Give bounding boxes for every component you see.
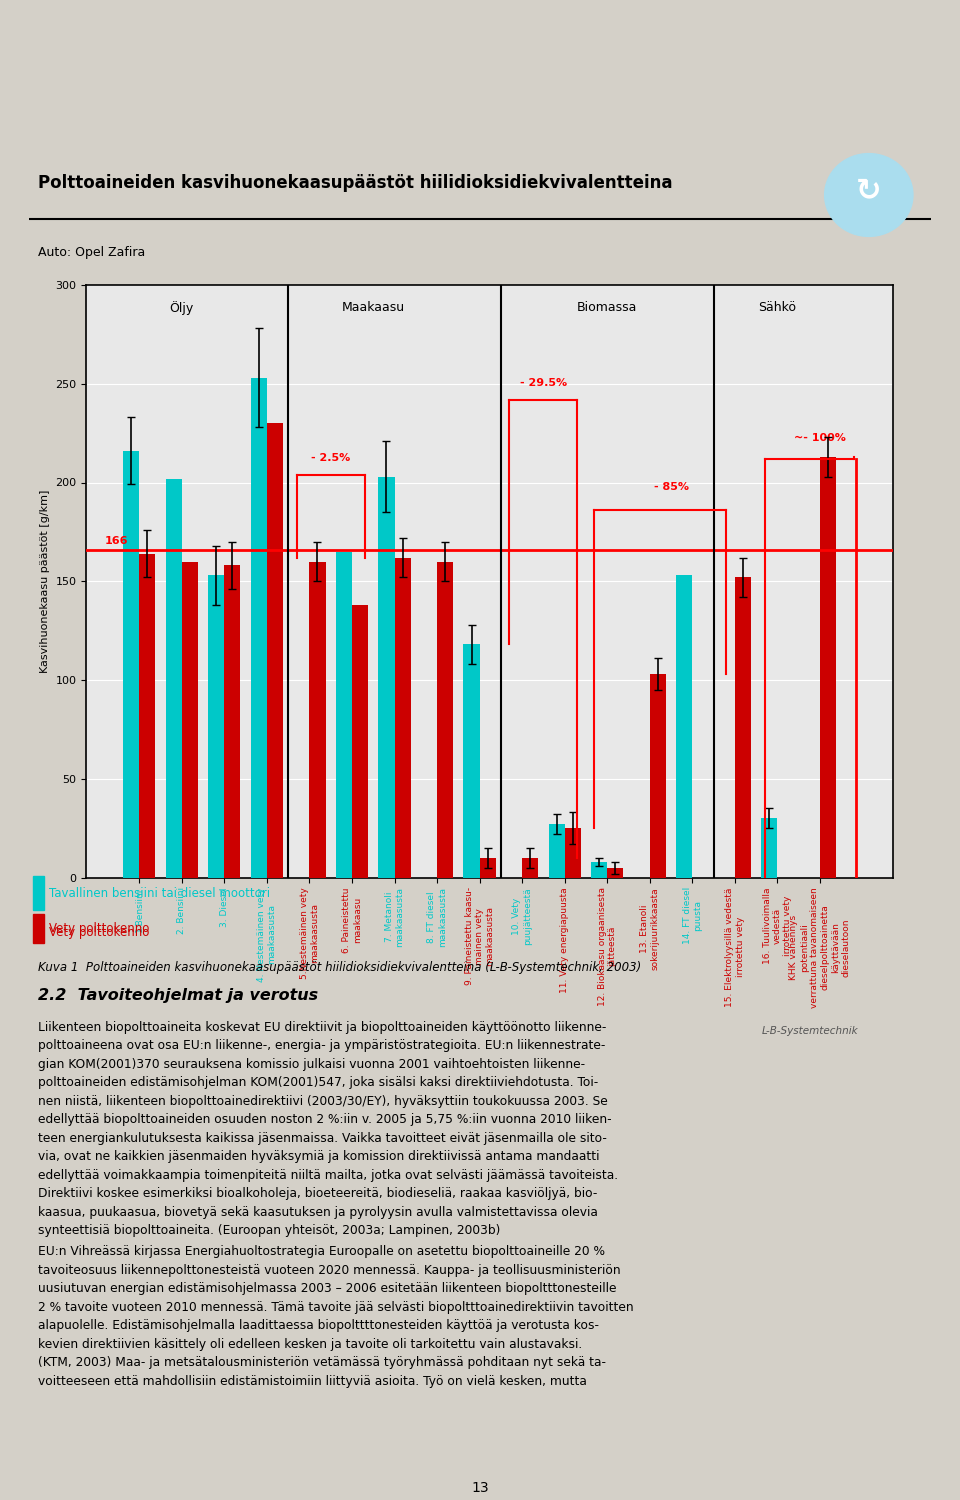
- Text: Auto: Opel Zafira: Auto: Opel Zafira: [37, 246, 145, 259]
- Bar: [608, 867, 623, 877]
- Bar: [761, 819, 778, 878]
- Text: Öljy: Öljy: [170, 302, 194, 315]
- Bar: [267, 423, 283, 878]
- Bar: [676, 576, 692, 878]
- Bar: [650, 674, 666, 878]
- Text: Vety polttokenno: Vety polttokenno: [49, 926, 149, 939]
- Bar: [378, 477, 395, 878]
- Text: Kuva 1  Polttoaineiden kasvihuonekaasupäästöt hiilidioksidiekvivalentteina (L-B-: Kuva 1 Polttoaineiden kasvihuonekaasupää…: [38, 960, 641, 974]
- Bar: [352, 604, 368, 877]
- Bar: [522, 858, 539, 877]
- Text: Tavallinen bensiini tai diesel moottori: Tavallinen bensiini tai diesel moottori: [49, 886, 270, 900]
- Text: Sähkö: Sähkö: [758, 302, 797, 313]
- Bar: [336, 552, 352, 878]
- Text: Liikenteen biopolttoaineita koskevat EU direktiivit ja biopolttoaineiden käyttöö: Liikenteen biopolttoaineita koskevat EU …: [38, 1022, 618, 1238]
- Bar: [123, 452, 139, 878]
- Text: 13: 13: [471, 1480, 489, 1494]
- Text: Biomassa: Biomassa: [577, 302, 637, 313]
- Text: ~- 100%: ~- 100%: [794, 433, 846, 442]
- Bar: [464, 645, 480, 878]
- Text: - 2.5%: - 2.5%: [311, 453, 350, 462]
- Text: EU:n Vihreässä kirjassa Energiahuoltostrategia Euroopalle on asetettu biopolttoa: EU:n Vihreässä kirjassa Energiahuoltostr…: [38, 1245, 634, 1388]
- Text: ↻: ↻: [856, 176, 881, 206]
- Text: - 85%: - 85%: [654, 483, 688, 492]
- Bar: [591, 861, 608, 877]
- Circle shape: [825, 153, 913, 237]
- Text: Polttoaineiden kasvihuonekaasupäästöt hiilidioksidiekvivalentteina: Polttoaineiden kasvihuonekaasupäästöt hi…: [37, 174, 672, 192]
- Bar: [480, 858, 495, 877]
- Bar: [139, 554, 156, 878]
- Text: Vety polttokenno: Vety polttokenno: [49, 922, 149, 934]
- Bar: [820, 458, 836, 878]
- Bar: [208, 576, 225, 878]
- Bar: [34, 918, 44, 951]
- Bar: [34, 876, 44, 910]
- Text: L-B-Systemtechnik: L-B-Systemtechnik: [761, 1026, 858, 1035]
- Bar: [735, 578, 751, 878]
- Bar: [437, 561, 453, 878]
- Bar: [309, 561, 325, 878]
- Text: - 29.5%: - 29.5%: [520, 378, 567, 387]
- Bar: [548, 824, 564, 878]
- Bar: [34, 914, 44, 944]
- Bar: [564, 828, 581, 878]
- Bar: [166, 478, 181, 878]
- Y-axis label: Kasvihuonekaasu päästöt [g/km]: Kasvihuonekaasu päästöt [g/km]: [40, 489, 50, 674]
- Bar: [251, 378, 267, 878]
- Bar: [395, 558, 411, 878]
- Bar: [225, 566, 241, 878]
- Text: 166: 166: [106, 536, 129, 546]
- Text: Maakaasu: Maakaasu: [342, 302, 405, 313]
- Bar: [181, 561, 198, 878]
- Text: 2.2  Tavoiteohjelmat ja verotus: 2.2 Tavoiteohjelmat ja verotus: [38, 988, 319, 1004]
